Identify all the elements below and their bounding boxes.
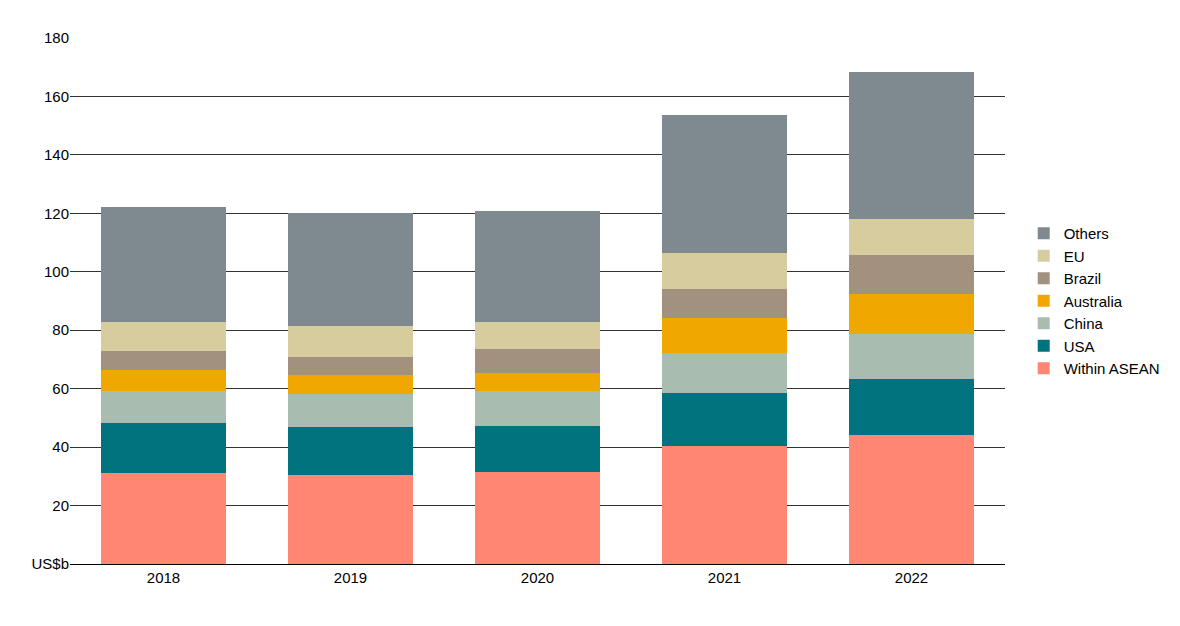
svg-text:140: 140	[44, 146, 69, 163]
svg-text:USA: USA	[1064, 338, 1095, 355]
svg-text:120: 120	[44, 205, 69, 222]
svg-text:2021: 2021	[708, 569, 741, 586]
svg-text:20: 20	[52, 497, 69, 514]
svg-text:180: 180	[44, 29, 69, 46]
svg-text:China: China	[1064, 315, 1104, 332]
svg-text:2022: 2022	[895, 569, 928, 586]
svg-text:100: 100	[44, 263, 69, 280]
svg-text:Within ASEAN: Within ASEAN	[1064, 360, 1160, 377]
svg-text:80: 80	[52, 321, 69, 338]
svg-text:40: 40	[52, 438, 69, 455]
svg-text:EU: EU	[1064, 248, 1085, 265]
svg-text:2020: 2020	[521, 569, 554, 586]
svg-text:160: 160	[44, 88, 69, 105]
svg-text:2018: 2018	[147, 569, 180, 586]
svg-text:2019: 2019	[334, 569, 367, 586]
svg-text:US$b: US$b	[31, 555, 69, 572]
svg-text:Brazil: Brazil	[1064, 270, 1102, 287]
svg-text:Australia: Australia	[1064, 293, 1123, 310]
svg-text:60: 60	[52, 380, 69, 397]
svg-text:Others: Others	[1064, 225, 1109, 242]
